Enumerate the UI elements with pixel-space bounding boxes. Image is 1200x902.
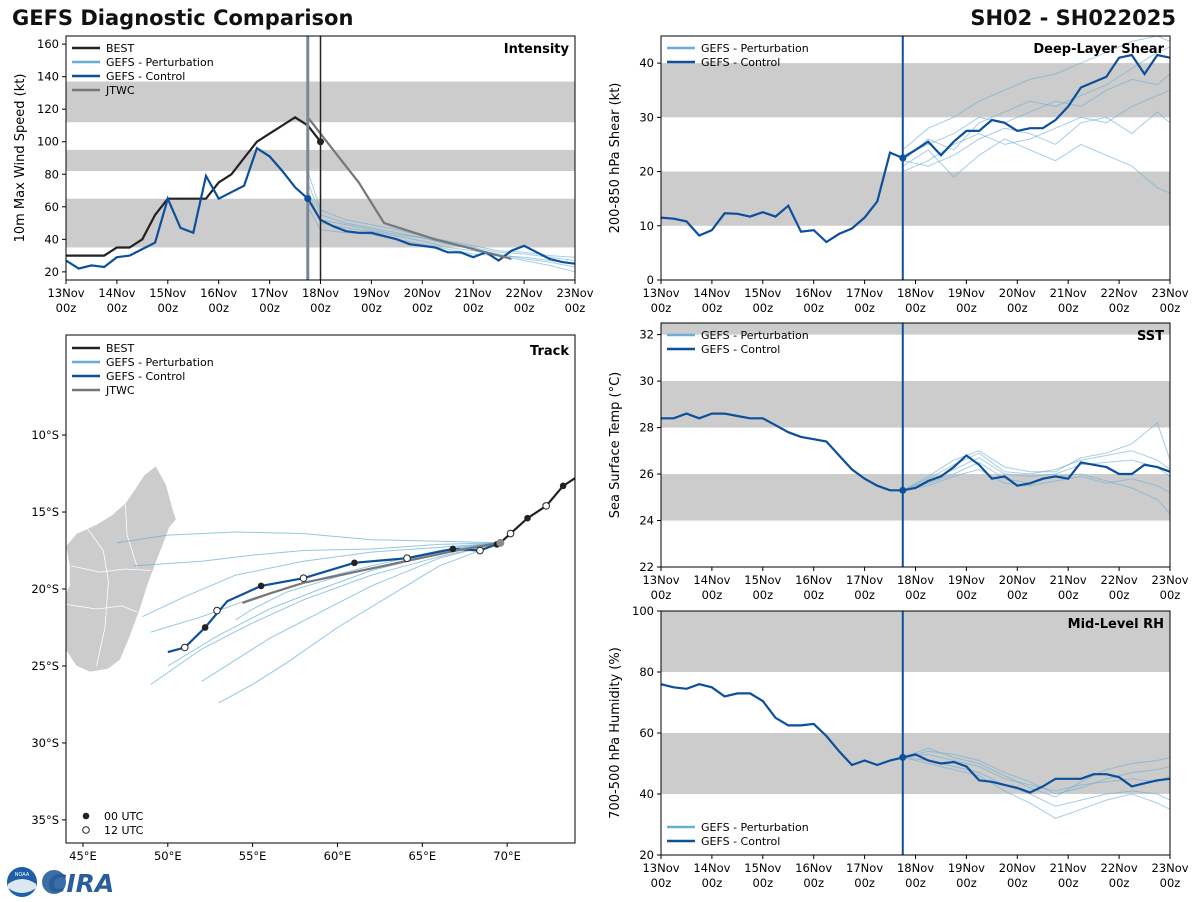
legend-label: GEFS - Perturbation [106,56,214,69]
perturbation-line [307,190,575,265]
y-tick-label: 60 [44,200,59,214]
y-tick-label: 120 [37,102,59,116]
x-tick-label-time: 00z [56,301,77,315]
y-tick-label: 140 [37,70,59,84]
jtwc-line [306,116,512,260]
x-tick-label-time: 00z [463,301,484,315]
cira-globe-icon [42,870,66,894]
x-tick-label-time: 00z [259,301,280,315]
control-init-marker [304,195,312,203]
x-tick-label: 20Nov [404,286,441,300]
legend-label: GEFS - Control [106,70,185,83]
y-tick-label: 160 [37,37,59,51]
x-tick-label: 22Nov [506,286,543,300]
y-tick-label: 80 [44,167,59,181]
y-tick-label: 20 [44,265,59,279]
x-tick-label: 15Nov [149,286,186,300]
x-tick-label-time: 00z [157,301,178,315]
figure-title: GEFS Diagnostic Comparison [12,6,354,30]
best-last-marker [317,138,324,146]
x-tick-label-time: 00z [208,301,229,315]
x-tick-label-time: 00z [565,301,586,315]
x-tick-label: 23Nov [556,286,593,300]
storm-id: SH02 - SH022025 [970,6,1176,30]
x-tick-label: 13Nov [47,286,84,300]
y-tick-label: 40 [44,232,59,246]
cira-logo-text: CIRA [48,869,114,898]
best-line [66,115,322,257]
x-tick-label: 16Nov [200,286,237,300]
legend-label: BEST [106,42,134,55]
x-tick-label: 18Nov [302,286,339,300]
x-tick-label-time: 00z [514,301,535,315]
x-tick-label-time: 00z [310,301,331,315]
x-tick-label: 19Nov [353,286,390,300]
intensity-panel-title: Intensity [504,42,570,57]
x-tick-label: 17Nov [251,286,288,300]
legend-label: JTWC [105,84,135,97]
intensity-ylabel: 10m Max Wind Speed (kt) [13,74,28,243]
y-tick-label: 100 [37,135,59,149]
noaa-logo-text: NOAA [15,872,30,878]
intensity-plot-area [66,36,575,280]
x-tick-label-time: 00z [361,301,382,315]
x-tick-label-time: 00z [107,301,128,315]
x-tick-label-time: 00z [412,301,433,315]
x-tick-label: 14Nov [98,286,135,300]
x-tick-label: 21Nov [455,286,492,300]
logo: NOAA CIRA [7,867,114,898]
perturbation-line [307,196,575,268]
